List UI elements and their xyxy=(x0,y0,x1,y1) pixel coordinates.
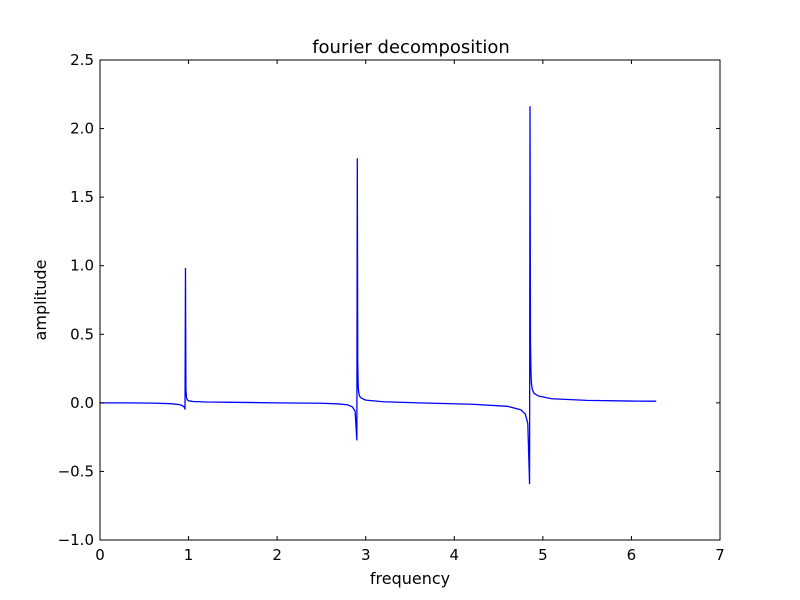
axis-ticks: 0 1 2 3 4 5 6 7 −1.0 −0.5 0.0 0.5 1.0 1.5 2.0 2.5 xyxy=(58,51,725,564)
y-tick-label-2: 0.0 xyxy=(70,394,94,412)
x-tick-label-0: 0 xyxy=(95,546,105,564)
x-tick-label-6: 6 xyxy=(627,546,637,564)
x-axis-label: frequency xyxy=(370,569,450,588)
y-tick-label-1: −0.5 xyxy=(58,462,94,480)
axes-frame xyxy=(99,59,721,541)
x-tick-label-7: 7 xyxy=(715,546,725,564)
y-axis-label: amplitude xyxy=(31,260,50,341)
y-tick-label-0: −1.0 xyxy=(58,531,94,549)
x-tick-label-4: 4 xyxy=(450,546,460,564)
y-tick-label-5: 1.5 xyxy=(70,188,94,206)
y-tick-label-6: 2.0 xyxy=(70,120,94,138)
y-tick-label-7: 2.5 xyxy=(70,51,94,69)
series-line-0 xyxy=(100,105,657,485)
y-tick-label-4: 1.0 xyxy=(70,257,94,275)
x-tick-label-5: 5 xyxy=(538,546,548,564)
x-tick-label-1: 1 xyxy=(184,546,194,564)
chart-title: fourier decomposition xyxy=(312,37,510,58)
plot-area xyxy=(100,105,657,485)
y-tick-label-3: 0.5 xyxy=(70,325,94,343)
x-tick-label-2: 2 xyxy=(272,546,282,564)
x-tick-label-3: 3 xyxy=(361,546,371,564)
